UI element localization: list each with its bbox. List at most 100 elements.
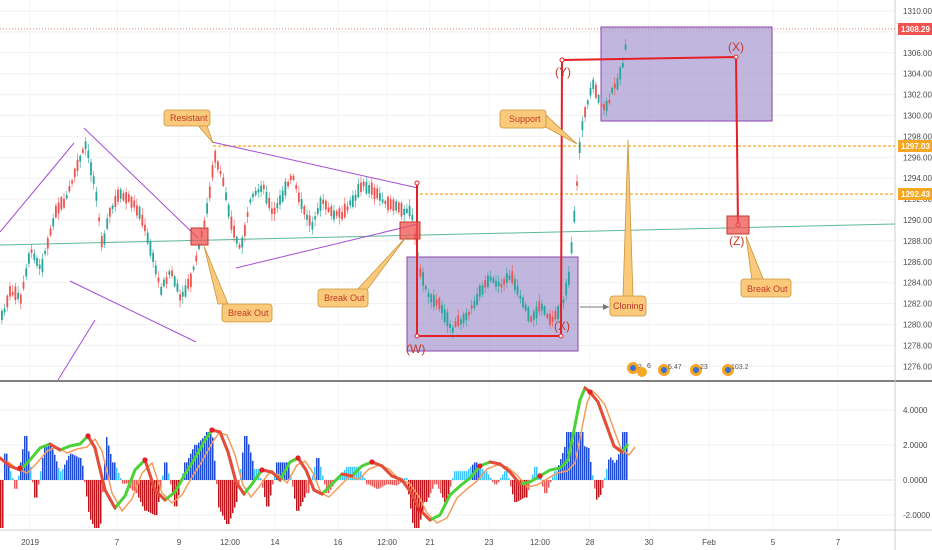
histogram-bar	[616, 459, 618, 480]
event-badges[interactable]: 2 6 5.47 23 103.2	[627, 362, 749, 377]
oscillator-falling-segment	[304, 468, 316, 492]
histogram-bar	[592, 475, 594, 480]
time-tick-label: 9	[177, 538, 182, 547]
histogram-bar	[484, 471, 486, 480]
histogram-bar	[372, 480, 374, 487]
histogram-bar	[250, 452, 252, 480]
histogram-bar	[42, 458, 44, 480]
histogram-bar	[470, 466, 472, 480]
candle-body	[343, 203, 346, 218]
candle-body	[535, 306, 538, 319]
histogram-bar	[342, 473, 344, 480]
callout-break-out-2[interactable]: Break Out	[317, 235, 408, 308]
candle-body	[406, 208, 408, 213]
candle-body	[505, 273, 508, 284]
histogram-bar	[242, 452, 244, 480]
svg-text:6: 6	[647, 363, 651, 370]
oscillator-pane[interactable]	[0, 383, 895, 530]
callout-cloning[interactable]: Cloning	[580, 139, 647, 317]
histogram-bar	[74, 455, 76, 480]
candle-body	[384, 200, 387, 204]
time-tick-label: 12:00	[220, 538, 241, 547]
candle-body	[346, 206, 349, 211]
oscillator-line-colored	[0, 386, 624, 522]
breakout-marker-2[interactable]	[399, 221, 421, 240]
histogram-bar	[566, 432, 568, 480]
histogram-bar	[140, 480, 142, 502]
oscillator-falling-segment	[410, 492, 422, 512]
histogram-bar	[622, 432, 624, 480]
breakout-marker-3[interactable]	[726, 215, 750, 235]
histogram-bar	[300, 480, 302, 507]
histogram-bar	[82, 465, 84, 480]
candle-body	[365, 181, 368, 194]
event-badge[interactable]: 23	[690, 364, 708, 376]
histogram-bar	[382, 480, 384, 487]
histogram-bar	[376, 480, 378, 489]
histogram-bar	[98, 480, 100, 528]
candle-body	[252, 193, 254, 198]
histogram-bar	[106, 437, 108, 480]
histogram-bar	[366, 480, 368, 485]
histogram-bar	[560, 459, 562, 480]
histogram-bar	[404, 478, 406, 480]
histogram-bar	[302, 480, 304, 502]
histogram-bar	[626, 432, 628, 480]
price-tick-label: 1278.00	[903, 341, 932, 350]
histogram-bar	[430, 480, 432, 494]
candle-body	[219, 171, 222, 175]
breakout-marker-1[interactable]	[190, 227, 209, 246]
candle-body	[227, 204, 230, 217]
channel-lines[interactable]	[0, 127, 419, 380]
oscillator-falling-segment	[93, 446, 107, 492]
callout-support[interactable]: Support	[499, 109, 578, 145]
candle-body	[1, 310, 3, 321]
oscillator-cross-dot	[295, 455, 301, 461]
histogram-bar	[126, 480, 128, 484]
event-badge[interactable]: 6	[637, 363, 651, 377]
candle-body	[111, 205, 114, 209]
histogram-bar	[100, 480, 102, 524]
price-tick-label: 1290.00	[903, 216, 932, 225]
range-box-target[interactable]	[600, 26, 773, 122]
candle-body	[208, 186, 211, 199]
candle-body	[308, 215, 311, 226]
candle-body	[622, 63, 624, 68]
oscillator-signal-line	[6, 389, 636, 524]
histogram-bar	[468, 469, 470, 480]
candle-body	[187, 278, 190, 289]
histogram-bar	[292, 480, 294, 487]
histogram-bar	[272, 480, 274, 485]
histogram-bar	[358, 466, 360, 480]
price-tick-label: 1276.00	[903, 362, 932, 371]
candle-body	[357, 184, 360, 198]
candle-body	[514, 278, 516, 291]
event-badge[interactable]: 5.47	[658, 364, 682, 376]
candle-body	[427, 292, 430, 298]
histogram-bar	[92, 480, 94, 525]
histogram-bar	[502, 474, 504, 480]
callout-resistant[interactable]: Resistant	[163, 109, 214, 144]
histogram-bar	[582, 432, 584, 480]
candle-body	[352, 195, 354, 207]
histogram-bar	[134, 480, 136, 494]
callout-break-out-1[interactable]: Break Out	[203, 245, 273, 323]
callout-break-out-3[interactable]: Break Out	[740, 235, 792, 298]
event-badge[interactable]: 103.2	[722, 364, 749, 376]
candle-body	[538, 301, 541, 312]
histogram-bar	[58, 467, 60, 480]
histogram-bar	[70, 453, 72, 480]
time-tick-label: 12:00	[530, 538, 551, 547]
candle-body	[362, 181, 365, 187]
histogram-bar	[66, 460, 68, 480]
candle-body	[611, 87, 613, 94]
svg-text:103.2: 103.2	[731, 364, 749, 371]
wave-structure[interactable]	[416, 55, 739, 337]
oscillator-axis[interactable]: 4.0000 2.0000 0.0000 -2.0000	[903, 406, 931, 520]
candlestick-series[interactable]	[1, 39, 627, 339]
candle-body	[260, 185, 262, 192]
histogram-bar	[512, 480, 514, 495]
time-axis[interactable]: 2019 7 9 12:00 14 16 12:00 21 23 12:00 28 30 Feb 5 7	[21, 538, 841, 547]
candle-body	[476, 293, 478, 305]
